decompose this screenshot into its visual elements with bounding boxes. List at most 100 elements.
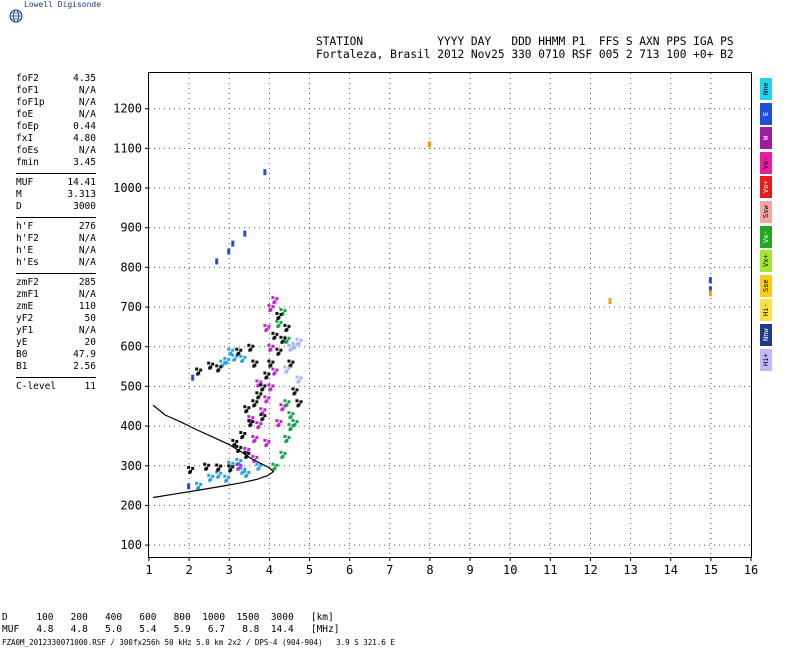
echo-point — [271, 384, 275, 388]
echo-point — [263, 438, 267, 442]
echo-point — [215, 463, 219, 467]
legend-label: Vx+ — [762, 254, 770, 268]
echo-point — [239, 445, 243, 449]
param-name: fmin — [16, 157, 39, 168]
echo-point — [239, 348, 243, 352]
echo-point — [291, 419, 295, 423]
echo-point — [271, 367, 275, 371]
echo-point — [243, 450, 247, 454]
ionogram-plot-frame — [148, 72, 752, 558]
echo-point — [235, 439, 239, 443]
param-row: foEp 0.44 — [16, 121, 96, 133]
echo-point — [272, 301, 276, 305]
echo-point — [279, 320, 283, 324]
echo-point — [264, 328, 268, 332]
echo-point — [239, 463, 243, 467]
param-name: yF2 — [16, 313, 34, 324]
echo-point — [288, 428, 292, 432]
param-name: h'E — [16, 245, 34, 256]
echo-point — [271, 344, 275, 348]
echo-point — [244, 410, 248, 414]
param-row: yE 20 — [16, 337, 96, 349]
x-tick-label: 11 — [543, 563, 557, 577]
echo-point — [207, 463, 211, 467]
legend-label: Hi+ — [762, 353, 770, 366]
param-name: B0 — [16, 349, 28, 360]
echo-point — [251, 416, 255, 420]
echo-point — [279, 348, 283, 352]
legend-swatch: E — [760, 102, 772, 125]
echo-point — [219, 471, 223, 475]
echo-point — [275, 297, 279, 301]
echo-point — [228, 352, 232, 356]
legend-swatch: Vx- — [760, 225, 772, 248]
echo-point — [255, 421, 259, 425]
legend-swatch: Hi- — [760, 299, 772, 322]
echo-point — [271, 305, 275, 309]
echo-point — [264, 400, 268, 404]
param-name: D — [16, 201, 22, 212]
echo-point — [236, 352, 240, 356]
echo-point — [187, 465, 191, 469]
x-tick-label: 2 — [186, 563, 193, 577]
echo-point — [275, 332, 279, 336]
param-separator — [16, 377, 96, 378]
param-value: 47.9 — [73, 349, 96, 360]
echo-point — [227, 475, 231, 479]
echo-point — [271, 331, 275, 335]
x-tick-label: 9 — [466, 563, 473, 577]
param-value: 285 — [78, 277, 96, 288]
param-value: 50 — [84, 313, 96, 324]
param-row: foEs N/A — [16, 145, 96, 157]
echo-point — [260, 388, 264, 392]
echo-point — [251, 454, 255, 458]
echo-point — [299, 400, 303, 404]
param-row: foF1p N/A — [16, 97, 96, 109]
echo-point — [215, 258, 219, 265]
y-tick-label: 1200 — [113, 102, 142, 116]
echo-point — [236, 467, 240, 471]
echo-point — [236, 449, 240, 453]
echo-point — [251, 399, 255, 403]
echo-point — [251, 434, 255, 438]
echo-point — [283, 451, 287, 455]
echo-point — [259, 380, 263, 384]
echo-point — [244, 455, 248, 459]
echo-point — [287, 423, 291, 427]
param-row: B1 2.56 — [16, 361, 96, 373]
y-tick-label: 500 — [120, 379, 142, 393]
echo-point — [288, 416, 292, 420]
echo-point — [259, 413, 263, 417]
x-tick-label: 13 — [623, 563, 637, 577]
echo-point — [263, 323, 267, 327]
echo-point — [259, 392, 263, 396]
echo-point — [255, 435, 259, 439]
echo-point — [216, 468, 220, 472]
echo-point — [191, 466, 195, 470]
param-value: N/A — [78, 257, 96, 268]
echo-point — [247, 419, 251, 423]
param-value: 3000 — [73, 201, 96, 212]
param-row: h'E N/A — [16, 245, 96, 257]
echo-point — [288, 348, 292, 352]
echo-point — [215, 364, 219, 368]
echo-point — [227, 357, 231, 361]
y-tick-label: 900 — [120, 221, 142, 235]
echo-point — [272, 467, 276, 471]
echo-point — [251, 344, 255, 348]
echo-point — [295, 375, 299, 379]
echo-point — [251, 420, 255, 424]
echo-point — [240, 436, 244, 440]
x-tick-label: 4 — [266, 563, 273, 577]
param-name: yE — [16, 337, 28, 348]
echo-point — [231, 353, 235, 357]
param-value: N/A — [78, 289, 96, 300]
echo-point — [239, 431, 243, 435]
echo-point — [268, 364, 272, 368]
echo-point — [231, 438, 235, 442]
param-name: h'F2 — [16, 233, 39, 244]
param-name: M — [16, 189, 22, 200]
muf-row: MUF 4.8 4.8 5.0 5.4 5.9 6.7 8.8 14.4 [MH… — [2, 624, 340, 635]
param-name: MUF — [16, 177, 34, 188]
